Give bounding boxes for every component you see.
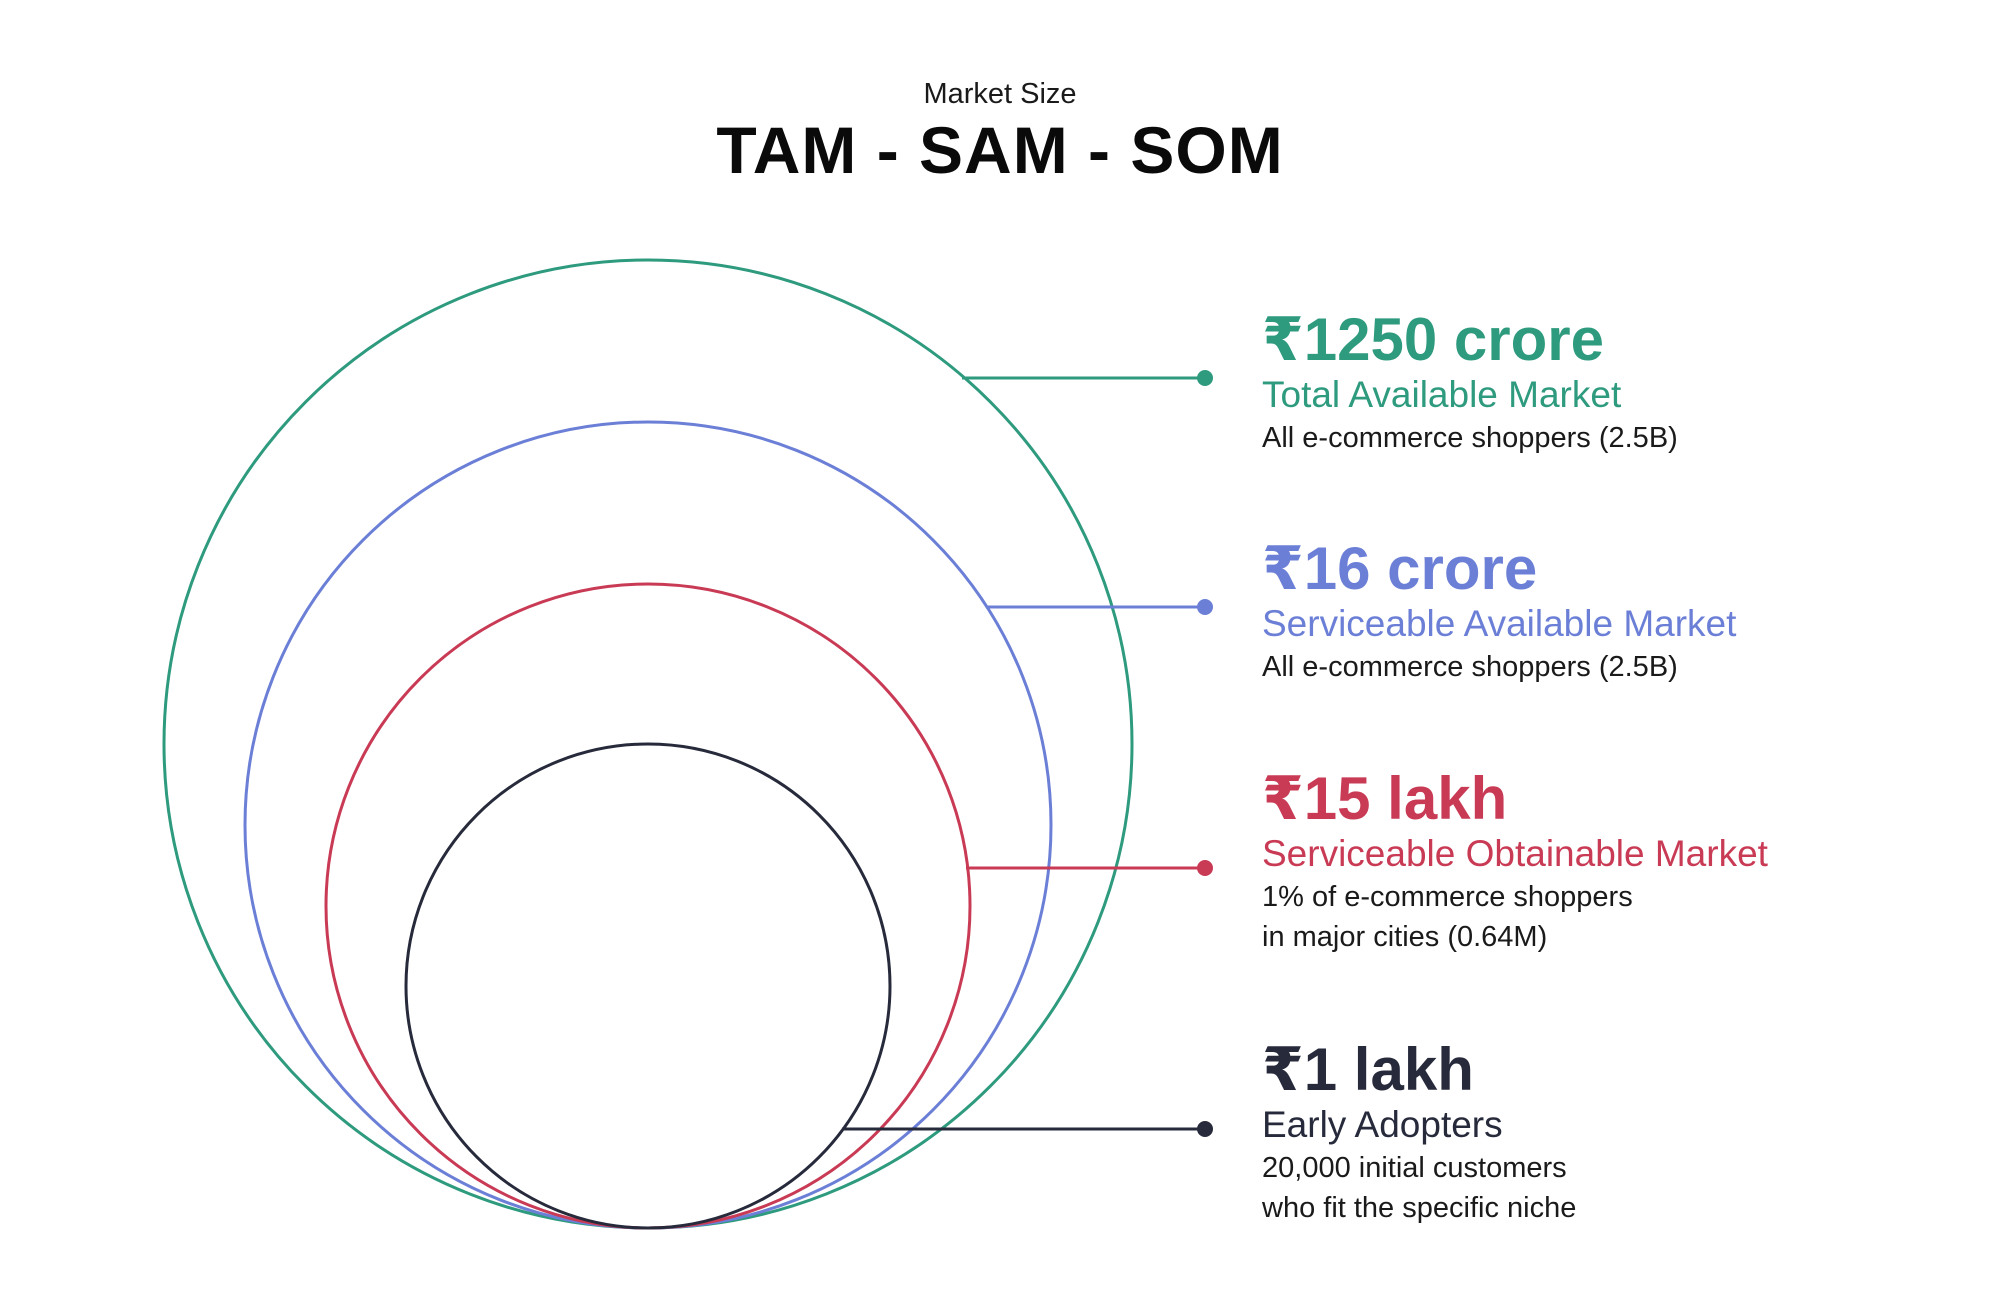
tam-leader-dot — [1197, 370, 1213, 386]
early-adopters-label-block: ₹1 lakh Early Adopters 20,000 initial cu… — [1262, 1038, 1576, 1228]
early-adopters-name: Early Adopters — [1262, 1104, 1503, 1145]
diagram-title: TAM - SAM - SOM — [716, 113, 1284, 187]
sam-name: Serviceable Available Market — [1262, 603, 1737, 644]
sam-description: All e-commerce shoppers (2.5B) — [1262, 651, 1678, 683]
som-name: Serviceable Obtainable Market — [1262, 833, 1768, 874]
tam-label-block: ₹1250 crore Total Available Market All e… — [1262, 308, 1678, 458]
som-leader-dot — [1197, 860, 1213, 876]
tam-name: Total Available Market — [1262, 374, 1622, 415]
sam-value: ₹16 crore — [1262, 535, 1538, 602]
sam-label-block: ₹16 crore Serviceable Available Market A… — [1262, 537, 1736, 687]
som-label-block: ₹15 lakh Serviceable Obtainable Market 1… — [1262, 767, 1768, 957]
early-adopters-description-line-2: who fit the specific niche — [1262, 1192, 1577, 1224]
sam-circle — [243, 420, 1053, 1230]
tam-value: ₹1250 crore — [1262, 306, 1604, 373]
som-description-line-1: 1% of e-commerce shoppers — [1262, 881, 1633, 913]
som-circle — [324, 582, 972, 1230]
early-adopters-leader-dot — [1197, 1121, 1213, 1137]
early-adopters-circle — [404, 742, 892, 1230]
som-value: ₹15 lakh — [1262, 765, 1508, 832]
som-description-line-2: in major cities (0.64M) — [1262, 921, 1548, 953]
tam-description: All e-commerce shoppers (2.5B) — [1262, 422, 1678, 454]
diagram-kicker: Market Size — [923, 78, 1077, 110]
early-adopters-value: ₹1 lakh — [1262, 1036, 1474, 1103]
early-adopters-description-line-1: 20,000 initial customers — [1262, 1152, 1567, 1184]
sam-leader-dot — [1197, 599, 1213, 615]
